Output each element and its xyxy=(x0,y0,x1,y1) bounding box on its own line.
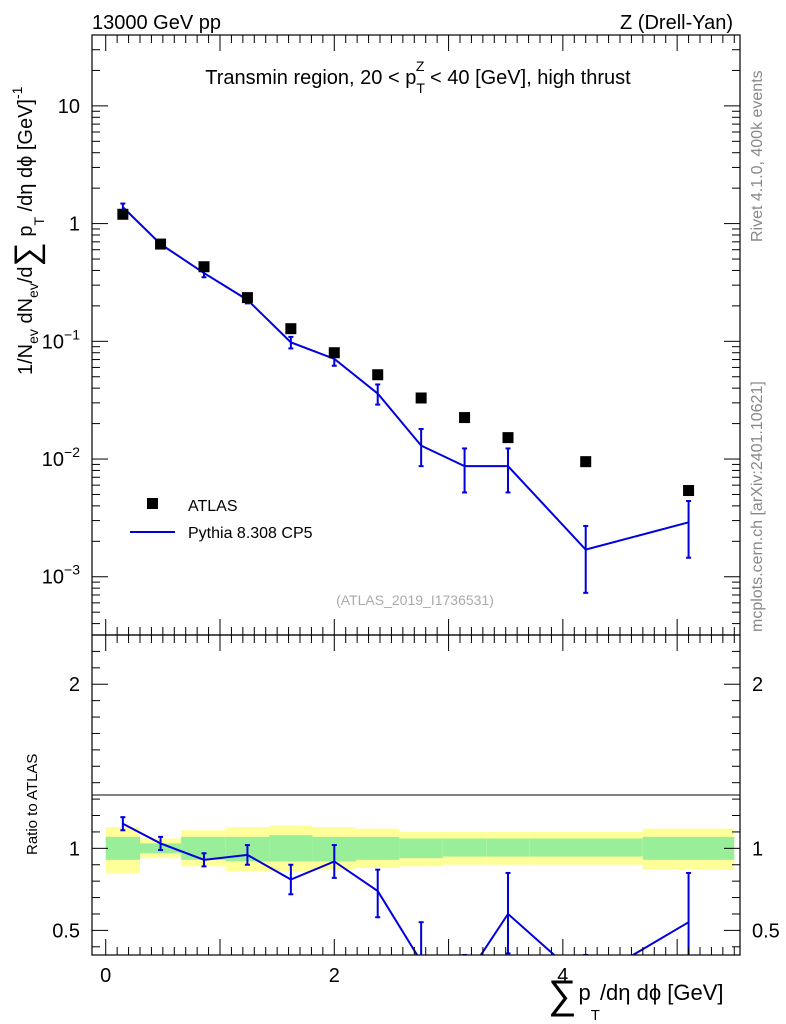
y-tick-label-ratio-left: 1 xyxy=(69,838,80,860)
y-tick-label-ratio-right: 1 xyxy=(752,838,763,860)
title-prefix: Transmin region, 20 < p xyxy=(205,67,416,89)
pythia-line xyxy=(122,206,689,551)
y-tick-base: 1 xyxy=(69,214,80,236)
rivet-label: Rivet 4.1.0, 400k events xyxy=(749,70,766,242)
ratio-band-inner xyxy=(529,838,643,857)
y-tick-exponent: −1 xyxy=(64,326,80,342)
ratio-y-axis-label: Ratio to ATLAS xyxy=(24,754,41,855)
atlas-data-point xyxy=(241,292,253,304)
legend-atlas-label: ATLAS xyxy=(188,498,238,515)
y-tick-base: 10 xyxy=(42,331,64,353)
y-tick-label-ratio-right: 0.5 xyxy=(752,920,780,942)
legend: ATLAS Pythia 8.308 CP5 xyxy=(130,498,313,542)
y-tick-label-main: 10−3 xyxy=(42,562,80,589)
main-y-axis-label: 1/Nev dNev/d∑ pT /dη dϕ [GeV]-1 xyxy=(8,86,47,375)
atlas-data-point xyxy=(415,392,427,404)
x-tick-label: 2 xyxy=(329,965,340,987)
x-tick-label: 4 xyxy=(557,965,568,987)
atlas-data-point xyxy=(683,485,695,497)
ratio-panel-frame xyxy=(91,634,741,956)
y-tick-exponent: −2 xyxy=(64,444,80,460)
ratio-band-inner xyxy=(642,836,735,860)
reference-label: (ATLAS_2019_I1736531) xyxy=(336,592,494,608)
y-tick-base: 10 xyxy=(42,449,64,471)
y-tick-label-ratio-right: 2 xyxy=(752,674,763,696)
mcplots-label: mcplots.cern.ch [arXiv:2401.10621] xyxy=(749,381,766,632)
title-sub: T xyxy=(416,80,425,96)
header-left: 13000 GeV pp xyxy=(92,12,221,34)
atlas-data-point xyxy=(198,261,210,273)
y-tick-base: 10 xyxy=(42,567,64,589)
legend-atlas-marker xyxy=(147,498,158,509)
y-tick-label-main: 10−1 xyxy=(42,326,80,353)
atlas-data-point xyxy=(502,432,514,444)
header-right: Z (Drell-Yan) xyxy=(620,12,733,34)
main-series xyxy=(117,202,695,594)
y-tick-label-ratio-left: 2 xyxy=(69,674,80,696)
ratio-uncertainty-bands xyxy=(105,825,735,873)
atlas-data-point xyxy=(155,238,167,250)
ratio-pythia-line xyxy=(122,822,690,955)
atlas-data-point xyxy=(285,323,297,335)
x-axis-label: ∑pT/dη dϕ [GeV] xyxy=(548,973,724,1024)
axis-ticks xyxy=(92,34,740,955)
atlas-data-point xyxy=(328,347,340,359)
chart-title: Transmin region, 20 < pTZ < 40 [GeV], hi… xyxy=(205,58,631,96)
title-suffix: < 40 [GeV], high thrust xyxy=(424,67,631,89)
ratio-band-inner xyxy=(356,836,400,860)
main-panel-frame xyxy=(91,34,741,636)
ratio-band-inner xyxy=(442,838,487,857)
ratio-band-inner xyxy=(269,835,313,862)
ratio-band-inner xyxy=(181,836,226,860)
y-tick-label-ratio-left: 0.5 xyxy=(52,920,80,942)
atlas-data-point xyxy=(580,456,592,468)
y-tick-label-main: 10−2 xyxy=(42,444,80,471)
ratio-band-inner xyxy=(105,836,140,860)
title-sup: Z xyxy=(416,58,425,74)
y-tick-exponent: −3 xyxy=(64,562,80,578)
y-tick-label-main: 10 xyxy=(58,96,80,118)
atlas-data-point xyxy=(459,412,471,424)
atlas-data-point xyxy=(117,208,129,220)
ratio-band-inner xyxy=(399,838,443,859)
atlas-data-point xyxy=(372,369,384,381)
ratio-band-inner xyxy=(486,838,530,857)
y-tick-base: 10 xyxy=(58,96,80,118)
x-tick-label: 0 xyxy=(100,965,111,987)
legend-pythia-label: Pythia 8.308 CP5 xyxy=(188,525,313,542)
y-tick-label-main: 1 xyxy=(69,214,80,236)
